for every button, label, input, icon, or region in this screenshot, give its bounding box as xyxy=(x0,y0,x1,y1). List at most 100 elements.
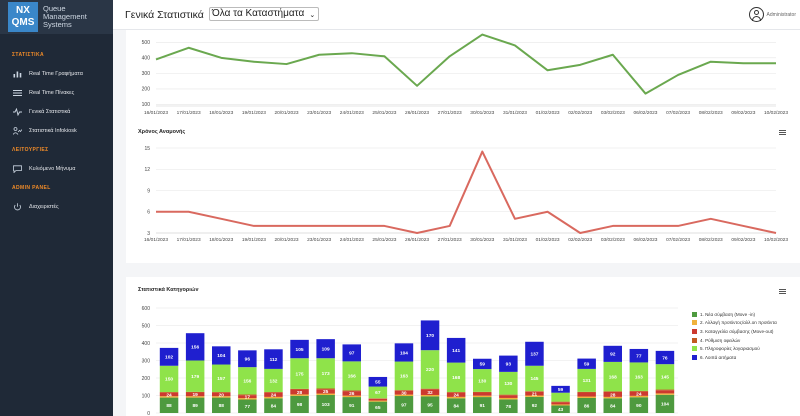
bar-segment xyxy=(629,348,649,363)
bar-segment xyxy=(525,341,544,366)
bar-segment xyxy=(473,358,492,370)
bar-segment xyxy=(212,396,231,398)
x-tick-label: 17/01/2023 xyxy=(177,110,201,116)
legend-label: 1. Νέα σύμβαση (Move -in) xyxy=(700,311,756,317)
bar-segment xyxy=(394,394,414,397)
bar-data-label: 65 xyxy=(375,405,381,411)
bar-segment xyxy=(446,362,466,392)
x-tick-label: 31/01/2023 xyxy=(503,237,527,243)
bar-data-label: 163 xyxy=(635,374,643,380)
legend-swatch xyxy=(692,328,697,334)
bar-segment xyxy=(290,339,309,359)
bar-segment xyxy=(264,349,283,369)
y-tick-label: 100 xyxy=(142,393,151,399)
legend-item[interactable]: 1. Νέα σύμβαση (Move -in) xyxy=(692,310,777,319)
bar-segment xyxy=(290,388,309,390)
bar-segment xyxy=(264,392,283,397)
legend-item[interactable]: 5. Πληροφορίες λογαριασμού xyxy=(692,344,777,353)
legend-item[interactable]: 2. Αλλαγή προϊόντος/αλλ.on προϊόντα xyxy=(692,319,777,328)
store-select[interactable]: Όλα τα Καταστήματα ⌄ xyxy=(209,7,320,21)
y-tick-label: 12 xyxy=(144,167,150,173)
x-tick-label: 23/01/2023 xyxy=(307,237,331,243)
bar-segment xyxy=(499,371,518,395)
sidebar-item-general-stats[interactable]: Γενικά Στατιστικά xyxy=(0,102,113,121)
x-tick-label: 20/01/2023 xyxy=(275,110,299,116)
x-tick-label: 25/01/2023 xyxy=(372,110,396,116)
bar-data-label: 84 xyxy=(271,403,277,409)
x-tick-label: 27/01/2023 xyxy=(438,237,462,243)
legend-item[interactable]: 4. Ρύθμιση οφειλών xyxy=(692,336,777,345)
bar-segment xyxy=(238,367,257,395)
bar-segment xyxy=(212,346,231,365)
bar-segment xyxy=(629,391,649,396)
bar-segment xyxy=(629,395,649,398)
bar-segment xyxy=(342,391,361,396)
bar-segment xyxy=(499,399,518,413)
header: Γενικά Στατιστικά Όλα τα Καταστήματα ⌄ A… xyxy=(113,0,800,30)
bar-segment xyxy=(629,397,649,413)
sidebar-item-admins[interactable]: Διαχειριστές xyxy=(0,197,113,216)
x-tick-label: 16/01/2023 xyxy=(144,237,168,243)
bar-data-label: 92 xyxy=(532,403,538,409)
bar-data-label: 163 xyxy=(400,374,408,380)
sidebar-item-realtime-charts[interactable]: Real Time Γραφήματα xyxy=(0,64,113,83)
bar-segment xyxy=(420,320,440,351)
x-tick-label: 02/02/2023 xyxy=(568,110,592,116)
bar-data-label: 104 xyxy=(661,402,669,408)
bar-segment xyxy=(394,361,414,391)
bar-segment xyxy=(342,344,361,362)
legend-item[interactable]: 3. Καταγγελία σύμβασης (Move-out) xyxy=(692,327,777,336)
bar-segment xyxy=(264,398,283,413)
bar-segment xyxy=(446,337,466,363)
bar-segment xyxy=(342,390,361,392)
x-tick-label: 09/02/2023 xyxy=(731,110,755,116)
page-title: Γενικά Στατιστικά xyxy=(125,9,204,21)
brand-text-3: Systems xyxy=(43,20,72,29)
y-tick-label: 9 xyxy=(147,188,150,194)
brand-text-2: Management xyxy=(43,12,87,21)
legend-item[interactable]: 6. Λοιπά αιτήματα xyxy=(692,353,777,362)
bar-segment xyxy=(394,390,414,395)
bar-segment xyxy=(499,394,518,396)
category-stacked-bar-chart: 0 100 200 300 400 500 600 88 24 150 102 89 19 179 156 8… xyxy=(142,306,678,416)
bar-data-label: 97 xyxy=(401,402,407,408)
bar-segment xyxy=(629,390,649,392)
bar-data-label: 166 xyxy=(348,374,356,380)
bar-data-label: 156 xyxy=(191,345,199,351)
user-avatar-icon[interactable] xyxy=(749,7,764,22)
x-tick-label: 07/02/2023 xyxy=(666,237,690,243)
sidebar-item-infokiosk-stats[interactable]: Στατιστικά Infokiosk xyxy=(0,121,113,140)
bar-data-label: 24 xyxy=(636,392,642,398)
brand[interactable]: NX QMS Queue Management Systems xyxy=(0,0,113,34)
bar-data-label: 21 xyxy=(532,391,538,397)
x-tick-label: 27/01/2023 xyxy=(438,110,462,116)
x-tick-label: 06/02/2023 xyxy=(633,237,657,243)
bar-data-label: 67 xyxy=(375,390,381,396)
username: Administrator xyxy=(766,12,796,18)
bar-segment xyxy=(238,350,257,368)
bar-segment xyxy=(316,358,335,389)
bar-segment xyxy=(290,389,309,395)
bar-segment xyxy=(368,400,388,402)
brand-text: Queue Management Systems xyxy=(43,5,87,29)
chart-menu-icon[interactable] xyxy=(779,130,786,135)
bar-segment xyxy=(159,392,179,393)
x-tick-label: 10/02/2023 xyxy=(764,110,788,116)
legend-swatch xyxy=(692,337,697,343)
x-tick-label: 16/01/2023 xyxy=(144,110,168,116)
bar-data-label: 104 xyxy=(217,353,225,359)
legend-label: 4. Ρύθμιση οφειλών xyxy=(700,337,741,343)
bar-data-label: 86 xyxy=(584,403,590,409)
bar-segment xyxy=(185,391,205,393)
bar-segment xyxy=(603,398,622,413)
bar-segment xyxy=(342,397,361,413)
bar-data-label: 59 xyxy=(558,387,564,393)
sidebar-item-realtime-tables[interactable]: Real Time Πίνακες xyxy=(0,83,113,102)
bar-data-label: 20 xyxy=(219,392,225,398)
sidebar-item-scrolling-message[interactable]: Κυλιόμενο Μήνυμα xyxy=(0,159,113,178)
chart-menu-icon[interactable] xyxy=(779,289,786,294)
x-tick-label: 10/02/2023 xyxy=(764,237,788,243)
bar-segment xyxy=(159,365,179,392)
legend-swatch xyxy=(692,311,697,317)
x-tick-label: 24/01/2023 xyxy=(340,110,364,116)
